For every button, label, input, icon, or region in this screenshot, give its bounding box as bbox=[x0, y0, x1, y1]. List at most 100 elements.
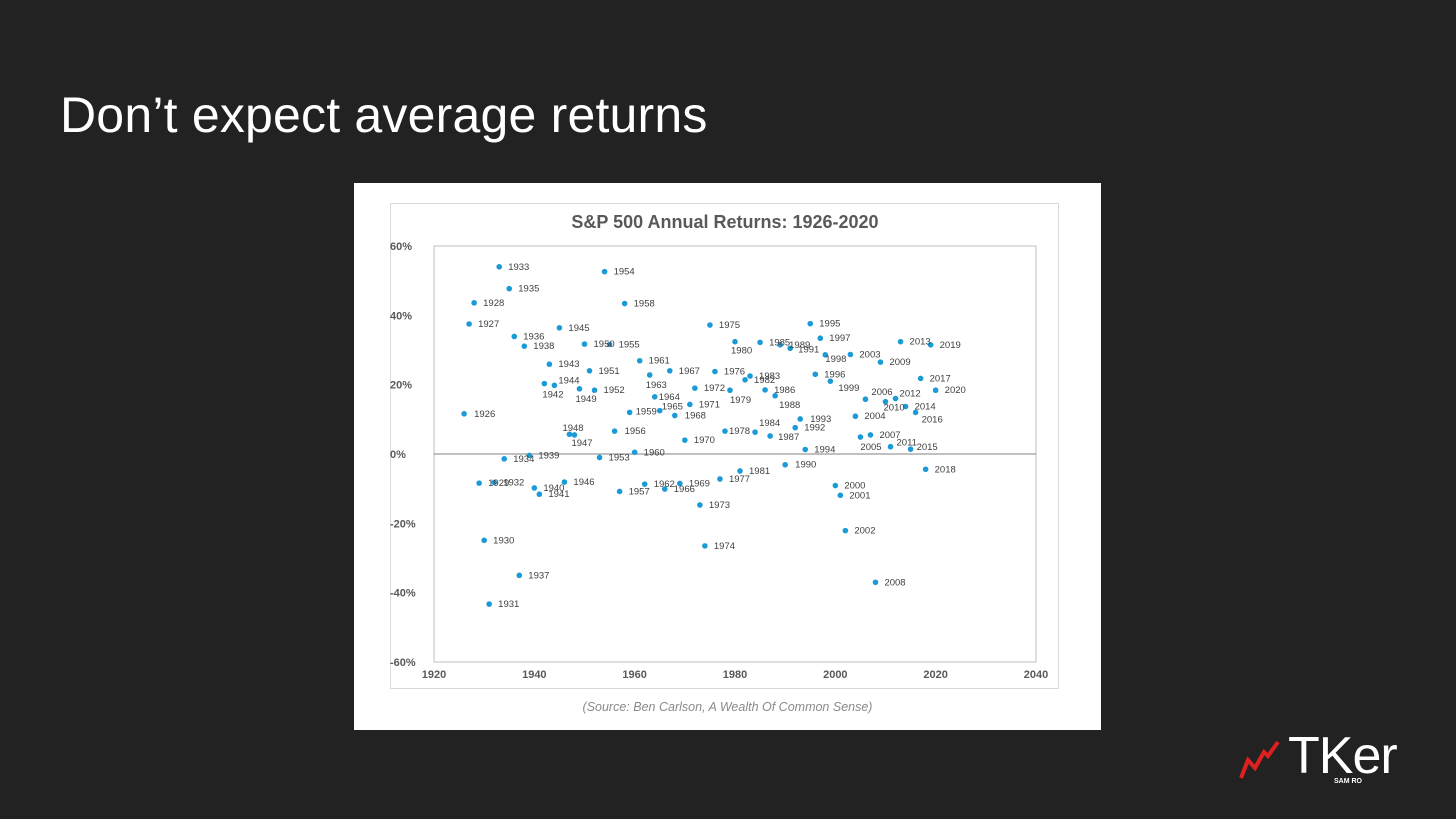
data-point bbox=[536, 491, 543, 498]
data-point bbox=[611, 428, 618, 434]
data-point-label: 1980 bbox=[731, 346, 752, 357]
data-point-label: 2001 bbox=[849, 490, 870, 501]
data-point-label: 1981 bbox=[749, 466, 770, 477]
data-point-label: 1960 bbox=[644, 447, 665, 458]
data-point bbox=[782, 461, 788, 468]
data-point bbox=[727, 387, 733, 394]
data-point bbox=[867, 432, 874, 438]
data-point-label: 1961 bbox=[649, 356, 670, 367]
data-point-label: 1941 bbox=[548, 489, 569, 500]
data-point-label: 1984 bbox=[759, 418, 780, 429]
data-point-label: 2014 bbox=[915, 402, 936, 413]
data-point-label: 2006 bbox=[871, 387, 892, 398]
data-point bbox=[677, 480, 683, 487]
data-point bbox=[852, 413, 859, 420]
data-point-label: 1955 bbox=[619, 339, 640, 350]
data-point bbox=[626, 409, 633, 416]
data-point bbox=[596, 454, 603, 461]
data-point bbox=[551, 382, 558, 389]
data-point-label: 1937 bbox=[528, 570, 549, 581]
chart-card: S&P 500 Annual Returns: 1926-2020 -60% -4… bbox=[354, 183, 1101, 730]
x-tick-label: 1980 bbox=[723, 669, 747, 681]
data-point-label: 2019 bbox=[940, 340, 961, 351]
data-point-label: 2020 bbox=[945, 385, 966, 396]
data-point-label: 1986 bbox=[774, 385, 795, 396]
data-point-label: 1946 bbox=[573, 477, 594, 488]
data-point-label: 2017 bbox=[930, 373, 951, 384]
data-point-label: 1987 bbox=[778, 432, 799, 443]
data-point-label: 2016 bbox=[922, 414, 943, 425]
data-point-label: 1940 bbox=[543, 483, 564, 494]
data-point-label: 2011 bbox=[897, 438, 917, 449]
data-point-label: 1927 bbox=[478, 319, 499, 330]
x-tick-label: 1960 bbox=[622, 669, 646, 681]
data-point-label: 1962 bbox=[654, 479, 675, 490]
x-tick-label: 2040 bbox=[1024, 669, 1048, 681]
data-point-label: 1997 bbox=[829, 333, 850, 344]
data-point bbox=[471, 300, 477, 306]
source-note: (Source: Ben Carlson, A Wealth Of Common… bbox=[582, 700, 873, 714]
data-point bbox=[767, 433, 773, 439]
data-point bbox=[526, 452, 533, 459]
data-point-label: 2015 bbox=[917, 442, 938, 453]
y-tick-label: 60% bbox=[390, 241, 412, 253]
data-point bbox=[646, 372, 653, 378]
data-points bbox=[461, 264, 939, 607]
data-point-label: 1949 bbox=[575, 394, 596, 405]
data-point bbox=[792, 424, 798, 431]
data-point-label: 1977 bbox=[729, 474, 750, 485]
data-point-label: 1967 bbox=[679, 366, 700, 377]
data-point bbox=[521, 343, 528, 349]
data-point bbox=[692, 385, 698, 391]
data-point bbox=[887, 443, 894, 450]
data-point bbox=[621, 300, 628, 307]
data-point bbox=[556, 325, 563, 331]
data-point-label: 1985 bbox=[769, 337, 790, 348]
data-point-label: 1963 bbox=[646, 380, 667, 391]
data-point-label: 2000 bbox=[844, 481, 865, 492]
data-point bbox=[601, 268, 608, 275]
data-point bbox=[822, 352, 829, 358]
data-point bbox=[817, 335, 824, 342]
data-point-label: 1931 bbox=[498, 599, 519, 610]
data-point bbox=[917, 375, 924, 382]
data-point-label: 1930 bbox=[493, 535, 514, 546]
data-point-label: 1976 bbox=[724, 366, 745, 377]
data-point-label: 1999 bbox=[838, 383, 859, 394]
data-point bbox=[722, 428, 728, 434]
data-point-label: 2005 bbox=[860, 442, 881, 453]
data-point-label: 1995 bbox=[819, 319, 840, 330]
data-point bbox=[872, 579, 879, 586]
data-point bbox=[932, 387, 939, 394]
data-point-label: 2008 bbox=[884, 577, 905, 588]
chart-frame bbox=[390, 203, 1059, 689]
data-point-label: 1993 bbox=[810, 414, 831, 425]
data-point bbox=[541, 380, 548, 387]
data-point bbox=[732, 338, 738, 345]
data-point bbox=[857, 434, 864, 440]
data-point bbox=[641, 481, 648, 487]
data-point bbox=[566, 431, 573, 438]
data-point bbox=[702, 543, 708, 549]
data-point bbox=[546, 361, 553, 368]
data-point bbox=[892, 395, 899, 402]
data-point bbox=[842, 527, 849, 534]
data-point bbox=[827, 378, 834, 384]
data-point bbox=[717, 476, 723, 482]
data-point-label: 1929 bbox=[488, 478, 509, 489]
data-point-label: 1992 bbox=[804, 423, 825, 434]
data-point bbox=[747, 373, 753, 379]
data-point-label: 1936 bbox=[523, 331, 544, 342]
data-point bbox=[651, 394, 658, 400]
data-point-label: 1952 bbox=[604, 385, 625, 396]
y-tick-label: -40% bbox=[390, 588, 416, 600]
data-point bbox=[697, 502, 703, 508]
data-point bbox=[902, 403, 909, 410]
slide-title: Don’t expect average returns bbox=[60, 87, 708, 143]
data-point-label: 1942 bbox=[542, 390, 563, 401]
data-point bbox=[672, 412, 678, 419]
data-point bbox=[636, 357, 643, 364]
data-point-label: 1939 bbox=[538, 450, 559, 461]
data-point-label: 1926 bbox=[474, 409, 495, 420]
data-point bbox=[742, 377, 748, 383]
